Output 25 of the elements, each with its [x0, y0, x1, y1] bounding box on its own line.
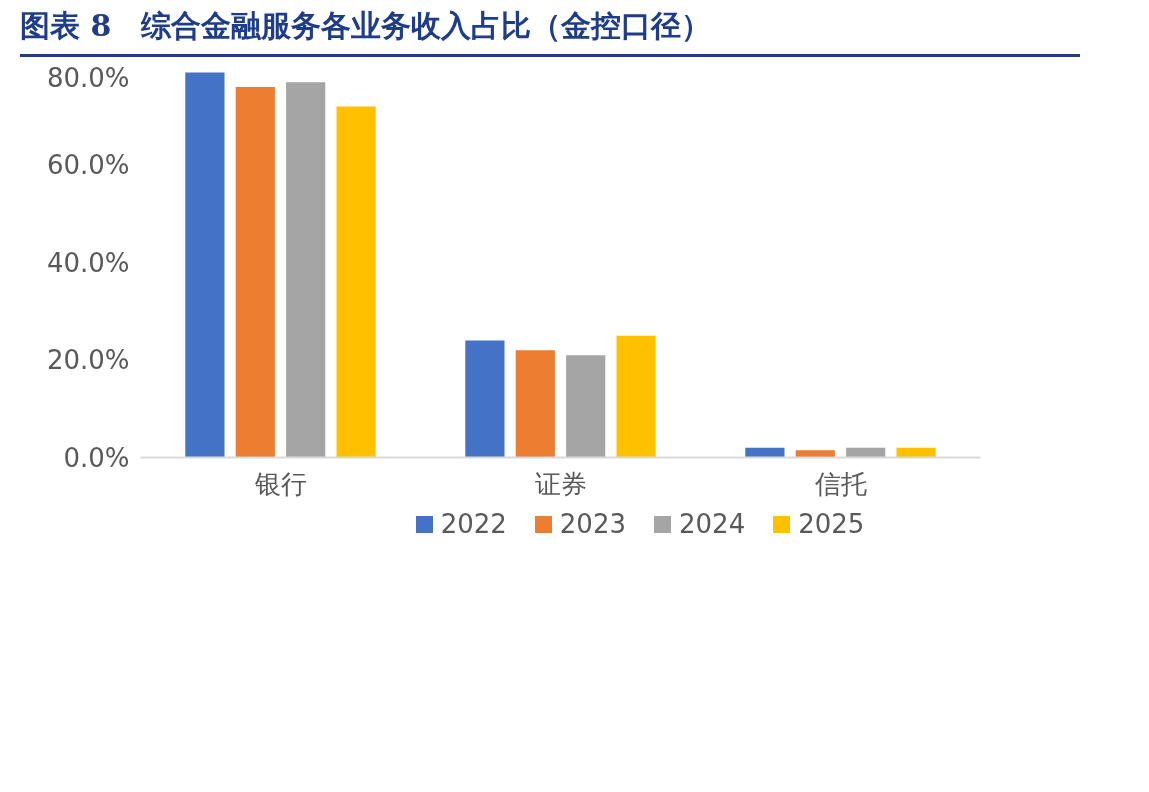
- x-tick-label: 银行: [253, 468, 307, 499]
- bar: [566, 354, 606, 458]
- bar: [616, 335, 656, 458]
- legend-label: 2022: [440, 507, 507, 541]
- bar: [336, 106, 376, 458]
- bar: [286, 81, 326, 458]
- y-tick-label: 0.0%: [63, 442, 130, 473]
- bar: [745, 447, 785, 458]
- bar: [185, 72, 225, 458]
- y-tick-label: 20.0%: [46, 344, 130, 375]
- bar: [896, 447, 936, 458]
- bar: [846, 447, 886, 458]
- y-tick-label: 40.0%: [46, 247, 130, 278]
- x-tick-label: 信托: [814, 468, 867, 499]
- y-tick-label: 80.0%: [46, 62, 130, 93]
- y-tick-label: 60.0%: [46, 149, 130, 180]
- legend-label: 2024: [679, 507, 746, 541]
- legend-label: 2023: [559, 507, 626, 541]
- bar: [235, 86, 275, 458]
- bar: [795, 450, 835, 458]
- bar: [515, 350, 555, 458]
- bar: [465, 340, 505, 458]
- legend-label: 2025: [798, 507, 865, 541]
- chart-title: 图表 8 综合金融服务各业务收入占比（金控口径）: [20, 7, 712, 45]
- x-tick-label: 证券: [534, 468, 587, 499]
